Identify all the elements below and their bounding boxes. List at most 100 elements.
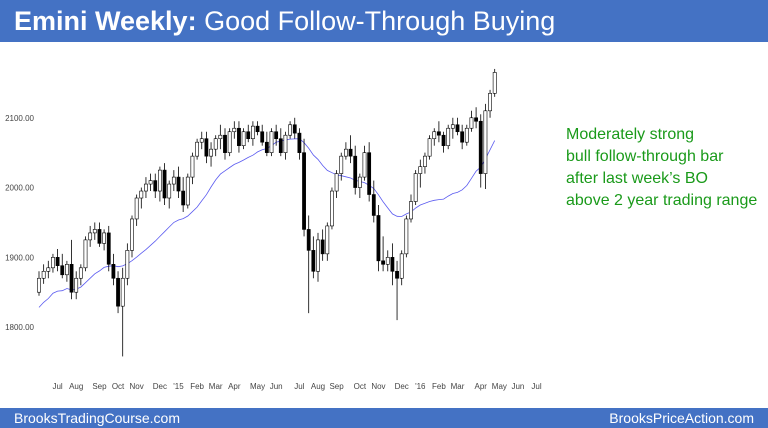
bull-candle xyxy=(167,183,172,199)
x-tick-label: Sep xyxy=(92,382,107,391)
bear-candle xyxy=(176,176,181,192)
x-tick-label: Jul xyxy=(531,382,541,391)
bull-candle xyxy=(74,277,79,293)
x-tick-label: Jul xyxy=(52,382,62,391)
x-tick-label: Jul xyxy=(294,382,304,391)
bear-candle xyxy=(306,229,311,251)
x-tick-label: Mar xyxy=(209,382,223,391)
bull-candle xyxy=(251,125,255,140)
annotation-line-3: after last week’s BO xyxy=(566,170,708,187)
annotation-line-1: Moderately strong xyxy=(566,126,695,143)
bull-candle xyxy=(232,127,237,133)
bull-candle xyxy=(46,267,51,272)
bull-candle xyxy=(65,264,69,276)
bear-candle xyxy=(264,141,269,153)
bear-candle xyxy=(320,239,325,255)
x-tick-label: May xyxy=(492,382,507,391)
bull-candle xyxy=(218,134,223,140)
x-tick-label: Jun xyxy=(270,382,283,391)
bear-candle xyxy=(371,194,376,216)
bear-candle xyxy=(116,277,120,307)
bull-candle xyxy=(385,257,390,265)
footer-bar: BrooksTradingCourse.com BrooksPriceActio… xyxy=(0,408,768,428)
footer-right-link[interactable]: BrooksPriceAction.com xyxy=(609,410,754,426)
x-tick-label: May xyxy=(250,382,265,391)
bull-candle xyxy=(488,93,492,112)
bull-candle xyxy=(413,173,418,202)
bull-candle xyxy=(334,173,339,192)
x-tick-label: Sep xyxy=(329,382,344,391)
x-tick-label: Mar xyxy=(451,382,465,391)
title-bar: Emini Weekly: Good Follow-Through Buying xyxy=(0,0,768,42)
bull-candle xyxy=(469,117,474,129)
x-tick-label: Aug xyxy=(69,382,83,391)
bull-candle xyxy=(88,232,93,241)
bull-candle xyxy=(492,72,497,94)
bear-candle xyxy=(260,131,265,143)
bull-candle xyxy=(190,155,195,178)
bull-candle xyxy=(399,253,404,279)
bull-candle xyxy=(78,267,83,279)
bull-candle xyxy=(134,197,139,220)
annotation-line-4: above 2 year trading range xyxy=(566,192,758,209)
bear-candle xyxy=(302,152,306,230)
x-tick-label: '15 xyxy=(173,382,184,391)
bull-candle xyxy=(450,124,455,129)
bull-candle xyxy=(446,127,451,146)
x-tick-label: Feb xyxy=(432,382,446,391)
bear-candle xyxy=(246,131,251,140)
bull-candle xyxy=(404,218,409,255)
bear-candle xyxy=(381,260,386,265)
bull-candle xyxy=(418,166,423,174)
bear-candle xyxy=(478,120,483,174)
bull-candle xyxy=(325,225,330,255)
bear-candle xyxy=(255,125,260,133)
bull-candle xyxy=(241,131,246,146)
bear-candle xyxy=(106,232,111,265)
y-axis: 1800.00 1900.00 2000.00 2100.00 xyxy=(5,114,34,332)
bear-candle xyxy=(292,124,297,134)
bear-candle xyxy=(69,264,74,293)
bull-candle xyxy=(139,190,144,199)
x-tick-label: Dec xyxy=(153,382,167,391)
bear-candle xyxy=(274,131,279,140)
bull-candle xyxy=(357,176,362,188)
bull-candle xyxy=(316,239,320,272)
bull-candle xyxy=(102,232,107,244)
bull-candle xyxy=(195,141,200,157)
bear-candle xyxy=(348,148,353,157)
bear-candle xyxy=(311,250,316,272)
bear-candle xyxy=(460,131,465,143)
x-tick-label: '16 xyxy=(415,382,426,391)
y-tick-label: 2000.00 xyxy=(5,184,34,193)
bear-candle xyxy=(55,257,60,267)
bear-candle xyxy=(153,180,158,192)
x-tick-label: Apr xyxy=(228,382,241,391)
bear-candle xyxy=(97,229,102,244)
bull-candle xyxy=(288,124,293,136)
y-tick-label: 2100.00 xyxy=(5,114,34,123)
bear-candle xyxy=(441,134,446,146)
candles-layer xyxy=(37,68,497,357)
x-tick-label: Nov xyxy=(130,382,144,391)
x-tick-label: Oct xyxy=(354,382,367,391)
bear-candle xyxy=(367,152,372,195)
bull-candle xyxy=(171,176,176,185)
y-tick-label: 1900.00 xyxy=(5,253,34,262)
bear-candle xyxy=(111,264,116,279)
bull-candle xyxy=(269,131,274,153)
bull-candle xyxy=(125,250,130,279)
bull-candle xyxy=(41,270,46,279)
footer-left-link[interactable]: BrooksTradingCourse.com xyxy=(14,410,180,426)
x-tick-label: Jun xyxy=(511,382,524,391)
x-tick-label: Nov xyxy=(371,382,385,391)
x-axis: Jul Aug Sep Oct Nov Dec '15 Feb Mar Apr May Jun Jul A… xyxy=(52,382,541,391)
annotation: Moderately strong bull follow-through ba… xyxy=(566,124,766,212)
bull-candle xyxy=(432,131,437,140)
bull-candle xyxy=(92,229,97,234)
bull-candle xyxy=(283,134,288,153)
bull-candle xyxy=(213,138,218,150)
annotation-line-2: bull follow-through bar xyxy=(566,148,724,165)
bull-candle xyxy=(158,169,162,192)
bull-candle xyxy=(227,131,232,153)
